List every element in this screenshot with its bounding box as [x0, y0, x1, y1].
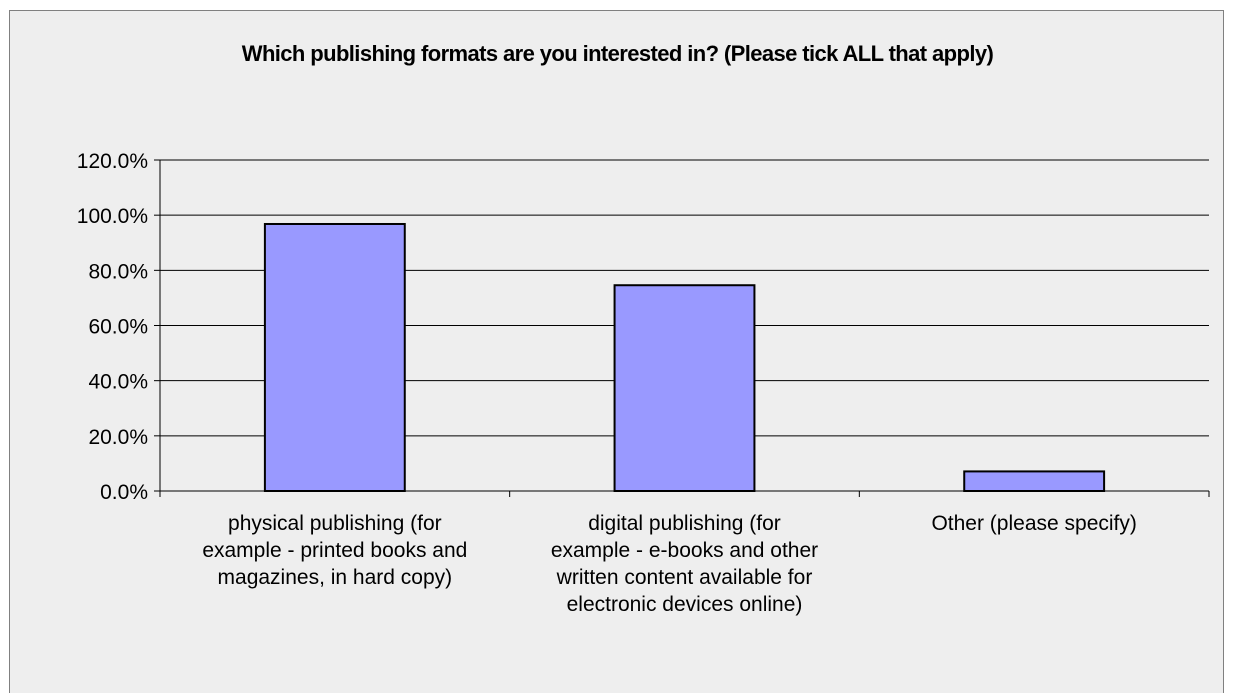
- x-category-label: digital publishing (for example - e-books…: [551, 512, 818, 616]
- x-category-label: physical publishing (for example - printe…: [202, 512, 467, 589]
- y-tick-label: 20.0%: [88, 426, 148, 449]
- x-category-label-line: electronic devices online): [567, 593, 803, 616]
- chart-title: Which publishing formats are you interes…: [241, 41, 994, 66]
- x-category-label-line: example - printed books and: [202, 539, 467, 562]
- y-tick-label: 0.0%: [100, 481, 148, 504]
- y-tick-label: 120.0%: [77, 150, 148, 173]
- bar: [963, 470, 1106, 492]
- y-tick-label: 60.0%: [88, 316, 148, 339]
- y-tick-label: 40.0%: [88, 371, 148, 394]
- y-tick-label: 100.0%: [77, 205, 148, 228]
- x-category-label-line: magazines, in hard copy): [218, 566, 453, 589]
- x-category-label-line: written content available for: [556, 566, 813, 589]
- y-tick-label: 80.0%: [88, 260, 148, 283]
- x-category-label-line: Other (please specify): [931, 512, 1136, 535]
- bar: [263, 222, 406, 492]
- bar: [613, 284, 756, 492]
- x-category-label-line: physical publishing (for: [228, 512, 442, 535]
- x-category-label-line: digital publishing (for: [588, 512, 781, 535]
- x-category-label: Other (please specify): [931, 512, 1136, 535]
- chart-area: Which publishing formats are you interes…: [9, 10, 1224, 693]
- x-category-label-line: example - e-books and other: [551, 539, 818, 562]
- bar-chart: 0.0% 20.0% 40.0% 60.0% 80.0% 100.0% 120.0% phys…: [77, 150, 1210, 616]
